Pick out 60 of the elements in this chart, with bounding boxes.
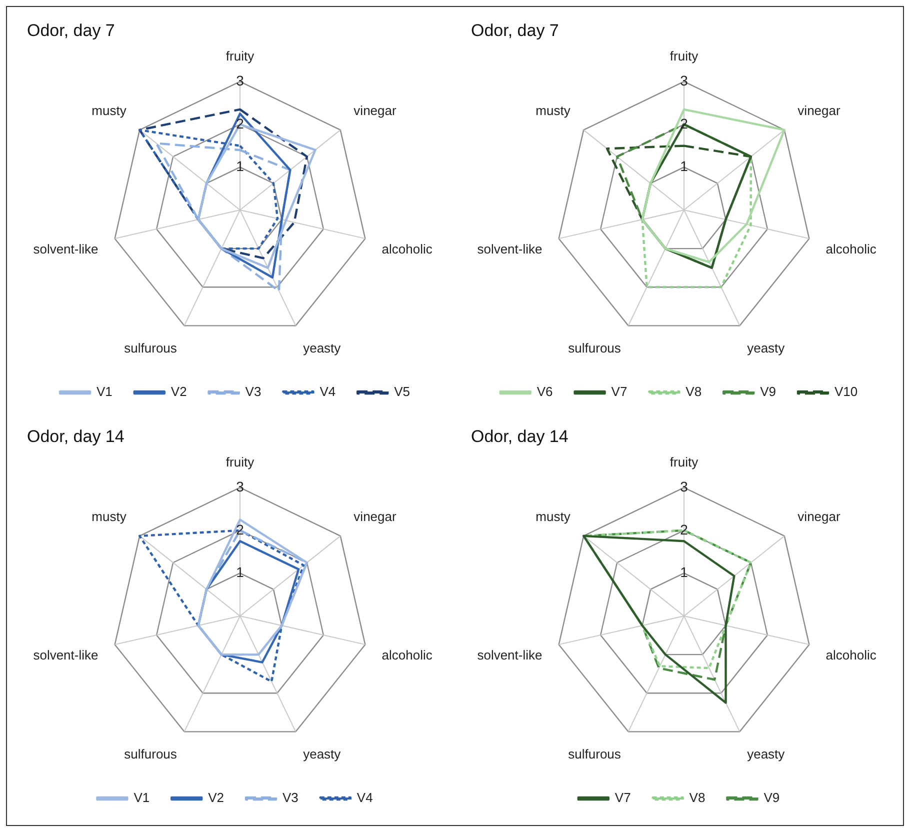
y-tick-label: 2 <box>236 115 244 132</box>
legend-label: V4 <box>320 384 336 400</box>
spoke-label: musty <box>92 103 127 118</box>
y-tick-label: 1 <box>680 564 688 580</box>
y-tick-label: 3 <box>236 72 244 88</box>
spoke-label: solvent-like <box>477 648 542 663</box>
spoke-label: vinegar <box>354 509 397 524</box>
spoke-label: vinegar <box>798 103 841 118</box>
legend-label: V1 <box>96 384 112 400</box>
legend-label: V1 <box>134 790 150 806</box>
spoke-label: sulfurous <box>568 746 622 762</box>
chart-title: Odor, day 14 <box>471 427 568 447</box>
spoke-label: yeasty <box>747 340 786 356</box>
y-tick-label: 2 <box>680 521 688 538</box>
spoke-label: fruity <box>226 48 255 64</box>
legend-label: V6 <box>536 384 553 400</box>
spoke-label: musty <box>536 509 571 524</box>
y-tick-label: 2 <box>236 521 244 538</box>
chart-title: Odor, day 7 <box>27 21 115 41</box>
spoke-label: fruity <box>670 454 699 470</box>
spoke-label: fruity <box>670 48 699 64</box>
spoke-label: sulfurous <box>124 746 178 762</box>
legend-label: V2 <box>170 384 187 400</box>
spoke-label: alcoholic <box>382 648 433 663</box>
spoke-label: sulfurous <box>568 340 622 356</box>
legend-label: V8 <box>686 384 702 400</box>
legend-label: V9 <box>764 790 780 806</box>
legend-label: V4 <box>356 790 373 806</box>
legend-label: V5 <box>394 384 410 400</box>
spoke-label: yeasty <box>303 746 342 762</box>
legend-label: V10 <box>834 384 858 400</box>
spoke-label: solvent-like <box>33 648 98 663</box>
spoke-label: vinegar <box>354 103 397 118</box>
spoke-label: sulfurous <box>124 340 178 356</box>
y-tick-label: 1 <box>680 158 688 174</box>
y-tick-label: 1 <box>236 564 244 580</box>
legend-label: V7 <box>611 384 628 400</box>
y-tick-label: 1 <box>236 158 244 174</box>
spoke-label: vinegar <box>798 509 841 524</box>
y-tick-label: 3 <box>680 72 688 88</box>
spoke-label: musty <box>536 103 571 118</box>
spoke-label: musty <box>92 509 127 524</box>
chart-title: Odor, day 14 <box>27 427 124 447</box>
spoke-label: yeasty <box>303 340 342 356</box>
legend-label: V8 <box>689 790 706 806</box>
y-tick-label: 3 <box>236 478 244 494</box>
spoke-label: solvent-like <box>33 242 98 257</box>
spoke-label: fruity <box>226 454 255 470</box>
spoke-label: alcoholic <box>382 242 433 257</box>
legend-label: V9 <box>760 384 776 400</box>
legend-label: V2 <box>208 790 224 806</box>
legend-label: V3 <box>282 790 298 806</box>
chart-title: Odor, day 7 <box>471 21 559 41</box>
spoke-label: yeasty <box>747 746 786 762</box>
legend-label: V3 <box>245 384 262 400</box>
spoke-label: alcoholic <box>826 242 877 257</box>
y-tick-label: 3 <box>680 478 688 494</box>
spoke-label: solvent-like <box>477 242 542 257</box>
spoke-label: alcoholic <box>826 648 877 663</box>
legend-label: V7 <box>614 790 631 806</box>
